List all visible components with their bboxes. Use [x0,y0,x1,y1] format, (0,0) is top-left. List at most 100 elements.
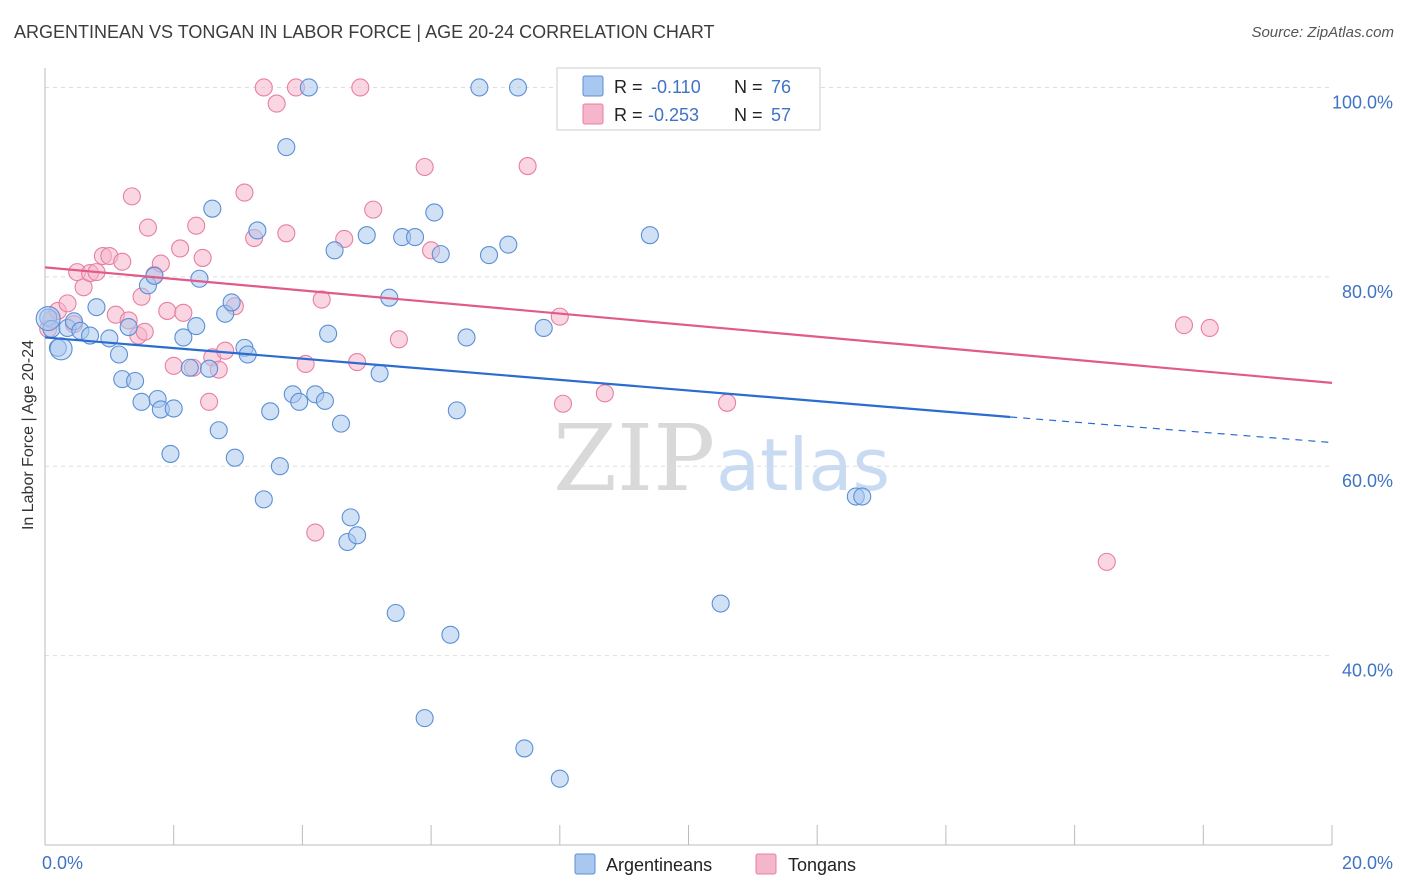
argentinean-point [299,78,318,97]
tongan-point [187,216,206,235]
tongan-point [550,307,569,326]
argentinean-point [640,226,659,245]
tongan-point [235,183,254,202]
tongan-point [164,356,183,375]
tongan-point [312,290,331,309]
tongan-point [364,200,383,219]
argentinean-point [534,318,553,338]
tongan-point [306,523,325,542]
argentinean-point [479,246,499,265]
legend-swatch-pink [582,103,604,125]
argentinean-point [100,329,119,348]
tongan-point [171,239,190,258]
argentinean-point [126,371,145,391]
argentinean-point [200,359,219,378]
argentinean-point [431,245,450,264]
argentinean-point [357,226,376,245]
legend-n-label-2: N = [734,105,763,125]
argentinean-point [174,328,193,347]
argentinean-point [119,317,138,337]
argentinean-point [109,345,129,364]
argentinean-point [164,399,183,418]
argentinean-point [457,328,476,347]
argentinean-point [203,199,222,218]
legend-r-value-1: -0.110 [651,77,701,97]
legend-r-label-2: R = [614,105,643,125]
y-tick-label: 80.0% [1342,282,1393,302]
series-legend: Argentineans Tongans [574,853,856,875]
argentinean-point [248,221,267,240]
x-tick-label-start: 0.0% [42,853,83,873]
tongan-point [351,78,370,97]
tongan-point [277,224,296,243]
argentinean-point [132,392,151,411]
tongan-point [193,248,212,267]
tongan-point [254,78,273,97]
legend-n-value-2: 57 [771,105,791,125]
tongan-point [138,218,158,237]
argentinean-point [225,448,244,467]
tongans-trend-line [44,266,1333,385]
argentinean-point [325,241,344,260]
y-tick-label: 60.0% [1342,471,1393,491]
argentinean-point [447,401,466,420]
tongan-point [718,393,737,412]
trend-lines [44,266,1333,444]
correlation-legend: R = -0.110 N = 76 R = -0.253 N = 57 [556,67,821,131]
argentinean-point [319,324,338,343]
argentinean-point [550,769,569,788]
argentinean-point [161,444,180,463]
tongan-point [58,294,77,313]
legend-r-value-2: -0.253 [648,105,699,125]
svg-text:ZIP: ZIP [553,405,715,512]
source-label: Source: ZipAtlas.com [1251,24,1394,41]
argentinean-point [180,358,199,377]
argentinean-point [261,402,280,421]
argentinean-point [270,457,289,476]
tongan-point [1200,318,1219,338]
argentinean-point [425,203,444,222]
chart-title: ARGENTINEAN VS TONGAN IN LABOR FORCE | A… [14,22,715,42]
argentinean-point [441,625,460,644]
argentinean-point [277,138,296,157]
series-legend-swatch-pink [755,853,777,875]
argentinean-point [35,305,61,332]
tongan-point [135,322,154,341]
series-legend-swatch-blue [574,853,596,875]
tongan-point [122,187,141,206]
argentinean-point [415,709,434,728]
argentinean-point [348,526,367,545]
tongan-point [200,392,219,411]
argentinean-point [331,414,351,433]
legend-swatch-blue [582,75,604,97]
argentinean-point [853,487,872,506]
series-legend-argentineans: Argentineans [606,855,712,875]
tongan-point [174,303,193,322]
tongan-point [113,252,132,271]
argentineans-trend-extension [1010,416,1333,444]
argentinean-point [499,235,518,254]
tongan-point [553,394,573,413]
argentinean-point [190,269,209,288]
argentinean-point [508,78,528,97]
argentinean-point [370,364,389,383]
tongan-point [267,94,286,113]
argentinean-point [315,391,334,410]
legend-r-label-1: R = [614,77,643,97]
argentinean-point [711,594,730,613]
x-tick-labels: 0.0% 20.0% [42,853,1393,873]
tongan-point [415,157,434,177]
argentinean-point [341,508,360,527]
argentineans-trend-line [44,336,1011,419]
tongan-point [1097,552,1116,571]
tongan-point [595,384,614,403]
argentinean-point [187,317,206,336]
y-tick-label: 100.0% [1332,92,1393,112]
argentinean-point [209,421,228,440]
zipatlas-watermark: ZIP atlas [553,405,890,512]
argentinean-point [222,293,241,312]
argentineans-points [35,78,872,788]
legend-n-label-1: N = [734,77,763,97]
tongan-point [389,330,408,349]
